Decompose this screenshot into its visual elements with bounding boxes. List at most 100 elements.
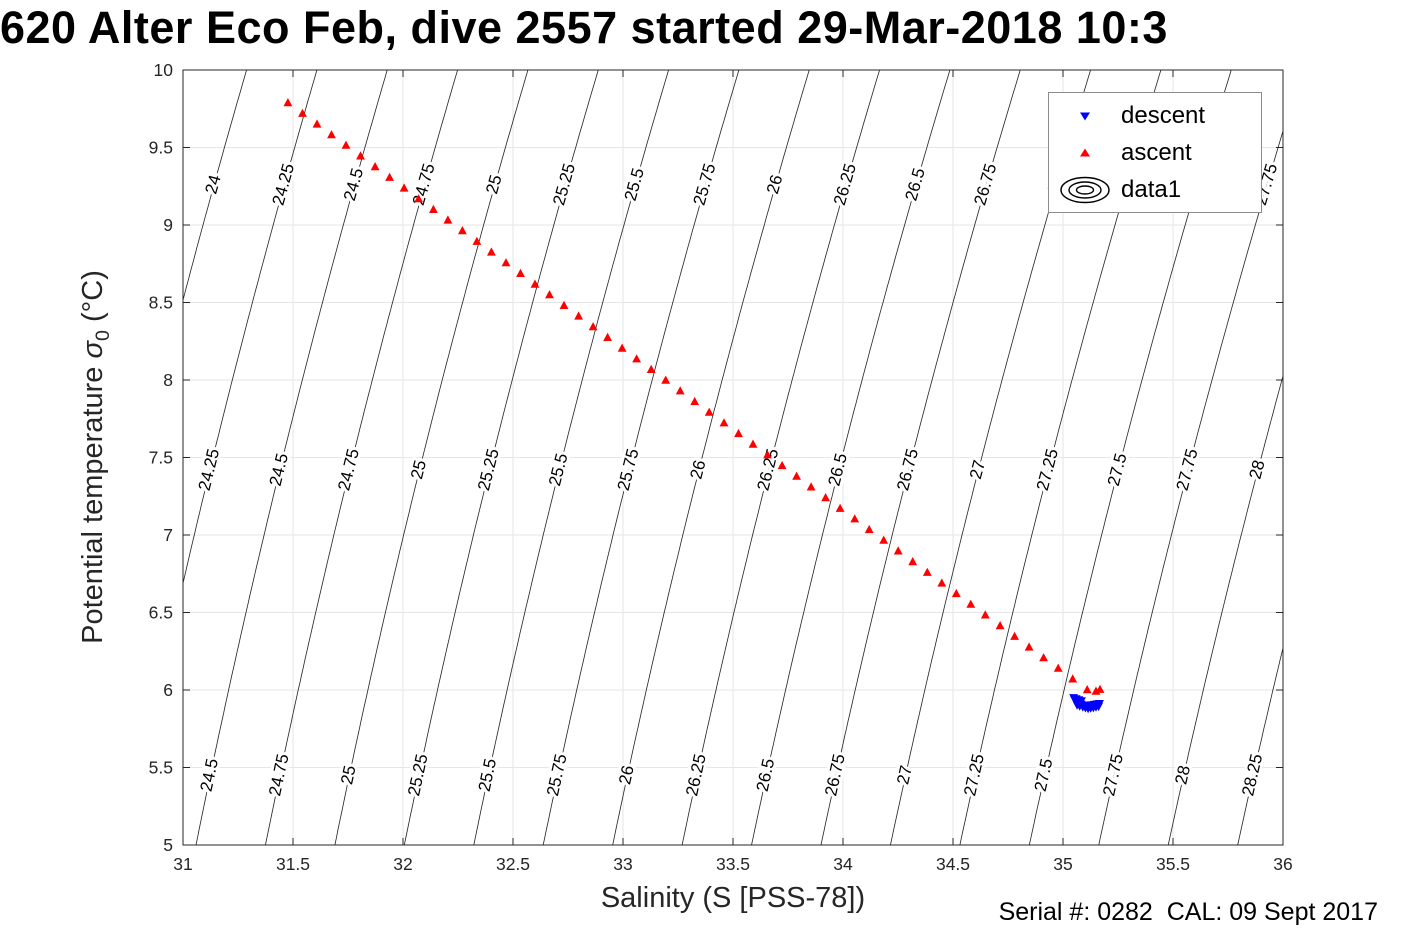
chart-title: 620 Alter Eco Feb, dive 2557 started 29-… bbox=[0, 2, 1168, 53]
contour-line-25.75 bbox=[542, 70, 740, 845]
ascent-series bbox=[283, 98, 1105, 695]
contour-line-25.25 bbox=[403, 70, 599, 845]
contour-label: 25.25 bbox=[474, 447, 503, 493]
contour-line-28 bbox=[1167, 374, 1283, 845]
contour-label: 25.75 bbox=[690, 161, 720, 207]
descent-series bbox=[1069, 694, 1104, 714]
x-tick-label: 31.5 bbox=[276, 854, 310, 874]
x-tick-label: 31 bbox=[173, 854, 192, 874]
contour-line-24 bbox=[183, 70, 248, 302]
y-axis-label: Potential temperature σ0 (°C) bbox=[77, 270, 115, 644]
contour-label: 27.5 bbox=[1104, 451, 1131, 488]
contour-label: 26.25 bbox=[830, 161, 860, 207]
y-tick-label: 9 bbox=[163, 215, 173, 235]
x-tick-label: 32.5 bbox=[496, 854, 530, 874]
y-axis-label-units: (°C) bbox=[77, 270, 110, 331]
contour-ellipses-icon bbox=[1049, 174, 1121, 206]
contour-label: 25 bbox=[407, 458, 430, 481]
contour-label: 26 bbox=[763, 173, 786, 196]
x-tick-label: 34.5 bbox=[936, 854, 970, 874]
contour-label: 27.25 bbox=[960, 752, 988, 798]
contour-label: 26 bbox=[615, 764, 638, 787]
contour-label: 25.5 bbox=[545, 451, 571, 488]
contour-label: 27.75 bbox=[1173, 447, 1202, 493]
contour-label: 26.75 bbox=[893, 447, 922, 493]
contour-label: 25.75 bbox=[614, 447, 643, 493]
x-tick-label: 33.5 bbox=[716, 854, 750, 874]
contour-line-25 bbox=[334, 70, 529, 845]
contour-label: 25.5 bbox=[621, 166, 648, 203]
contour-label: 24.75 bbox=[265, 752, 292, 798]
contour-label: 27.75 bbox=[1099, 752, 1127, 798]
contour-label: 25.25 bbox=[404, 752, 431, 798]
contour-label: 26.75 bbox=[821, 752, 849, 798]
contour-line-26.5 bbox=[751, 70, 951, 845]
y-tick-label: 6 bbox=[163, 680, 173, 700]
legend-label-descent: descent bbox=[1121, 101, 1206, 129]
y-tick-label: 8 bbox=[163, 370, 173, 390]
contour-label: 26.5 bbox=[753, 757, 779, 793]
contour-label: 26.5 bbox=[824, 451, 851, 488]
legend: descent ascent data1 bbox=[1048, 92, 1262, 213]
triangle-down-icon bbox=[1049, 108, 1121, 124]
y-axis-label-text: Potential temperature bbox=[77, 358, 110, 644]
contour-label: 28.25 bbox=[1238, 752, 1266, 798]
x-axis-label: Salinity (S [PSS-78]) bbox=[600, 882, 866, 914]
contour-line-25.5 bbox=[473, 70, 670, 845]
contour-label: 24 bbox=[201, 173, 224, 196]
x-tick-label: 34 bbox=[833, 854, 853, 874]
contour-line-28.25 bbox=[1237, 646, 1283, 845]
contour-label: 26.25 bbox=[682, 752, 710, 798]
y-tick-label: 8.5 bbox=[149, 293, 173, 313]
contour-label: 24.5 bbox=[340, 166, 367, 203]
triangle-up-icon bbox=[1049, 145, 1121, 161]
contour-label: 25 bbox=[337, 764, 360, 786]
y-tick-label: 9.5 bbox=[149, 138, 173, 158]
x-tick-label: 32 bbox=[393, 854, 412, 874]
contour-line-26 bbox=[612, 70, 810, 845]
legend-item-descent: descent bbox=[1049, 97, 1261, 134]
contour-line-26.75 bbox=[820, 70, 1021, 845]
contour-line-24.25 bbox=[183, 70, 318, 586]
sigma-subscript: 0 bbox=[91, 330, 114, 342]
contour-label: 27 bbox=[893, 764, 916, 787]
x-tick-label: 35 bbox=[1053, 854, 1072, 874]
contour-label: 26 bbox=[686, 458, 709, 481]
contour-line-24.75 bbox=[264, 70, 459, 845]
contour-line-27.75 bbox=[1098, 129, 1283, 845]
x-tick-label: 35.5 bbox=[1156, 854, 1190, 874]
legend-label-data1: data1 bbox=[1121, 175, 1182, 203]
y-tick-label: 10 bbox=[154, 60, 174, 80]
legend-item-data1: data1 bbox=[1049, 171, 1261, 208]
contour-label: 25.75 bbox=[543, 752, 571, 798]
serial-annotation: Serial #: 0282 CAL: 09 Sept 2017 bbox=[998, 898, 1378, 926]
contour-label: 27.5 bbox=[1031, 757, 1057, 793]
contour-label: 24.25 bbox=[268, 161, 298, 207]
y-tick-label: 7 bbox=[163, 525, 173, 545]
y-tick-label: 5.5 bbox=[149, 758, 173, 778]
contour-label: 24.25 bbox=[195, 447, 224, 493]
contour-label: 26.5 bbox=[901, 166, 928, 203]
contour-label: 24.75 bbox=[334, 447, 363, 493]
x-tick-label: 33 bbox=[613, 854, 632, 874]
y-tick-label: 5 bbox=[163, 835, 173, 855]
legend-item-ascent: ascent bbox=[1049, 134, 1261, 171]
contour-line-24.5 bbox=[195, 70, 388, 845]
contour-label: 27.25 bbox=[1033, 447, 1062, 493]
legend-label-ascent: ascent bbox=[1121, 138, 1192, 166]
contour-label: 25.25 bbox=[549, 161, 579, 207]
contour-label: 24.5 bbox=[197, 757, 222, 793]
sigma-symbol: σ bbox=[77, 341, 110, 359]
contour-labels: 24 24.25 24.25 24.5 24.5 24.5 24.75 24.75 24.75 2… bbox=[192, 158, 1285, 801]
contour-label: 24.5 bbox=[266, 451, 292, 488]
y-tick-label: 7.5 bbox=[149, 448, 173, 468]
contour-label: 28 bbox=[1245, 458, 1268, 481]
contour-label: 24.75 bbox=[409, 161, 439, 207]
y-tick-label: 6.5 bbox=[149, 603, 173, 623]
contour-line-26.25 bbox=[681, 70, 881, 845]
contour-label: 27 bbox=[966, 458, 989, 481]
contour-label: 25.5 bbox=[475, 757, 501, 793]
contour-label: 26.75 bbox=[970, 161, 1000, 207]
x-tick-label: 36 bbox=[1273, 854, 1292, 874]
tick-labels: 31 31.5 32 32.5 33 33.5 34 34.5 35 35.5 36 5 5.5 6 6.5… bbox=[149, 60, 1293, 874]
